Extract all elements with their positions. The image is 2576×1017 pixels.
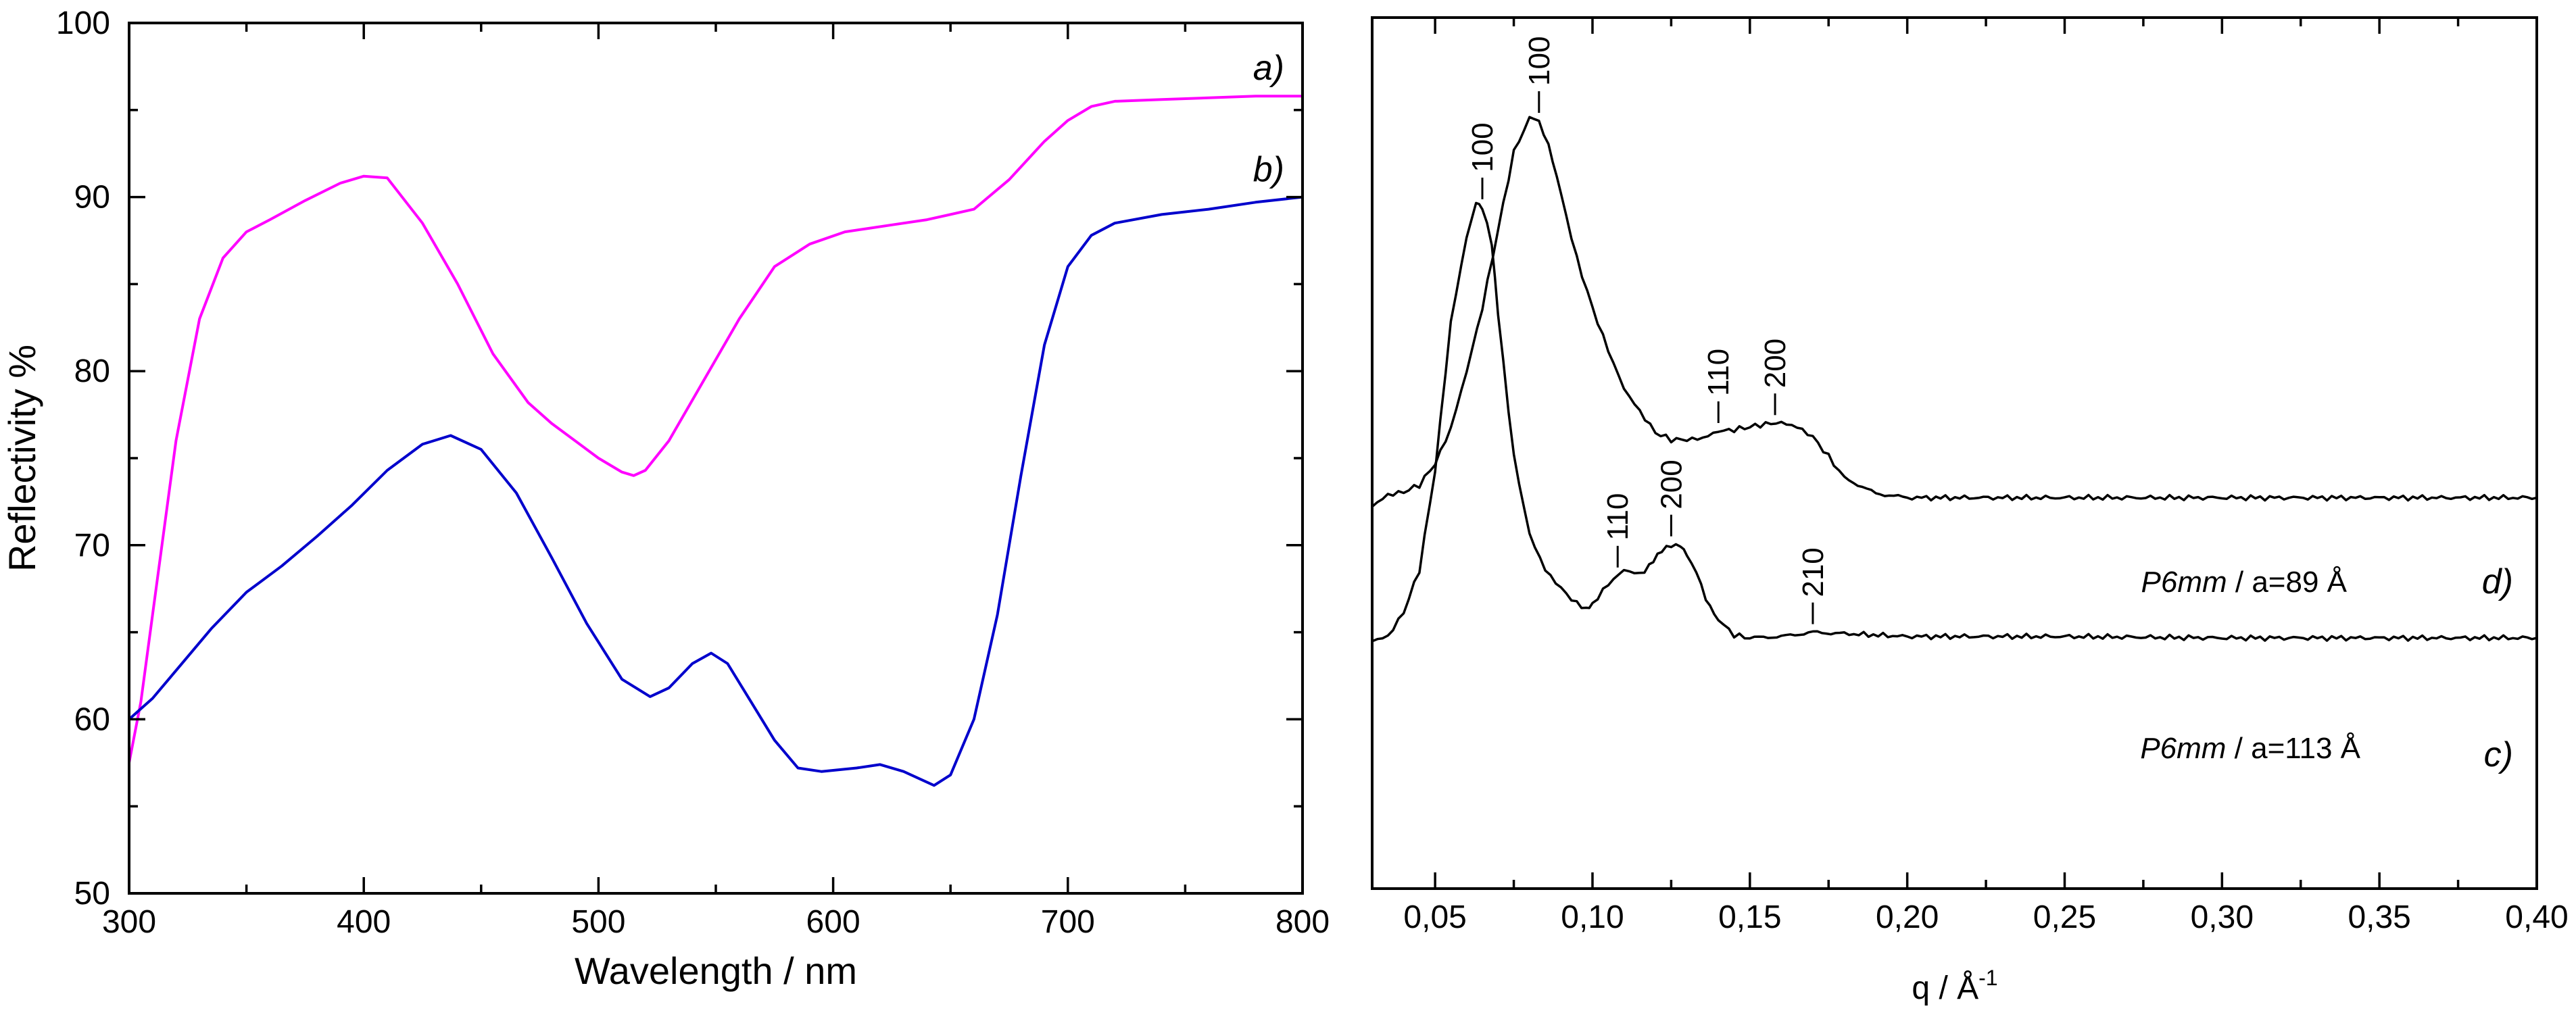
saxs-x-tick-label: 0,35	[2348, 899, 2410, 935]
peak-label-110: 110	[1601, 493, 1634, 541]
reflectivity-y-tick-label: 60	[74, 701, 110, 737]
reflectivity-x-tick-label: 700	[1041, 904, 1095, 940]
saxs-plot-frame	[1371, 16, 2538, 890]
saxs-x-tick-label: 0,20	[1876, 899, 1939, 935]
saxs-x-axis-title-text: q / Å	[1912, 970, 1978, 1006]
reflectivity-series-b-line	[128, 195, 1303, 787]
saxs-x-tick-label: 0,10	[1561, 899, 1624, 935]
series-a-label: a)	[1253, 49, 1284, 88]
reflectivity-y-tick-label: 100	[56, 5, 110, 41]
reflectivity-panel: a) b) 300 400 500 600 700 800 50 60 70 80 90 100 Wav…	[1, 5, 1330, 992]
saxs-x-tick-label: 0,40	[2505, 899, 2568, 935]
reflectivity-y-tick-label: 70	[74, 528, 110, 564]
reflectivity-x-axis-title: Wavelength / nm	[575, 949, 857, 992]
reflectivity-series-group: a) b)	[128, 49, 1303, 787]
saxs-x-axis-title: q / Å-1	[1912, 966, 1997, 1006]
reflectivity-x-tick-label: 400	[337, 904, 391, 940]
phase-label-d: P6mm / a=89 Å	[2141, 566, 2348, 599]
reflectivity-x-tick-label: 800	[1275, 904, 1330, 940]
peak-label-210: 210	[1797, 547, 1830, 597]
peak-label-110: 110	[1702, 349, 1735, 396]
phase-label-c-italic: P6mm	[2140, 732, 2226, 765]
saxs-series-c-line	[1371, 201, 2537, 643]
reflectivity-x-tick-label: 500	[571, 904, 625, 940]
saxs-x-tick-label: 0,15	[1718, 899, 1781, 935]
series-b-label: b)	[1253, 150, 1284, 189]
reflectivity-plot-frame	[128, 22, 1304, 895]
saxs-x-tick-label: 0,25	[2033, 899, 2096, 935]
saxs-axis-ticks: 0,05 0,10 0,15 0,20 0,25 0,30 0,35 0,40	[1403, 18, 2569, 935]
phase-label-d-rest: / a=89 Å	[2227, 566, 2348, 599]
saxs-x-tick-label: 0,05	[1403, 899, 1466, 935]
peak-label-200: 200	[1759, 339, 1792, 388]
peak-label-100: 100	[1466, 122, 1499, 172]
peak-label-100: 100	[1523, 36, 1556, 86]
series-c-label: c)	[2484, 735, 2513, 774]
reflectivity-axis-ticks: 300 400 500 600 700 800 50 60 70 80 90 100	[56, 5, 1330, 940]
reflectivity-y-tick-label: 80	[74, 353, 110, 389]
phase-label-c: P6mm / a=113 Å	[2140, 732, 2360, 765]
saxs-x-axis-title-superscript: -1	[1978, 966, 1997, 990]
saxs-series-d-line	[1371, 116, 2537, 508]
reflectivity-x-tick-label: 600	[806, 904, 860, 940]
reflectivity-x-tick-label: 300	[102, 904, 156, 940]
series-d-label: d)	[2482, 562, 2513, 601]
reflectivity-series-a-line	[128, 95, 1303, 764]
reflectivity-y-tick-label: 50	[74, 876, 110, 912]
saxs-x-tick-label: 0,30	[2191, 899, 2254, 935]
phase-label-d-italic: P6mm	[2141, 566, 2227, 599]
phase-label-c-rest: / a=113 Å	[2226, 732, 2360, 765]
reflectivity-y-axis-title: Reflectivity %	[1, 345, 43, 572]
peak-label-200: 200	[1655, 460, 1688, 509]
reflectivity-y-tick-label: 90	[74, 180, 110, 216]
